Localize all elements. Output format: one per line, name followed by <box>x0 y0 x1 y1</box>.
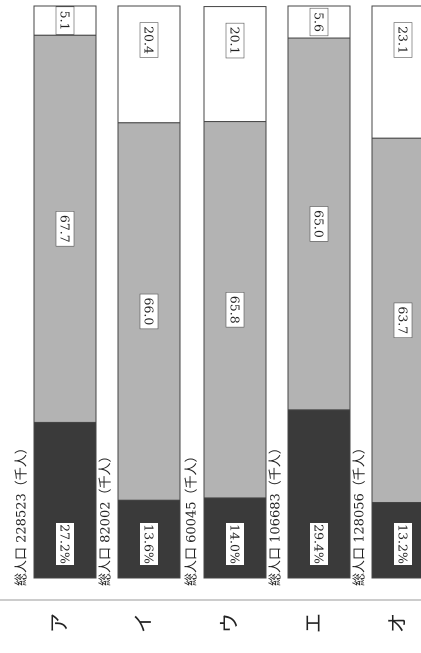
value-label: 23.1 <box>396 26 411 54</box>
country-bar-group: 29.4% 65.0 5.6 総人口 106683（千人） エ <box>269 6 351 633</box>
total-population-caption: 総人口 82002（千人） <box>99 450 114 587</box>
country-label: ウ <box>217 613 241 633</box>
total-population-caption: 総人口 128056（千人） <box>353 441 368 586</box>
country-label: イ <box>131 613 155 633</box>
country-label: ア <box>47 613 71 633</box>
value-label: 13.2% <box>396 524 411 564</box>
country-label: オ <box>385 613 409 633</box>
country-bar-group: 27.2% 67.7 5.1 総人口 228523（千人） ア <box>15 6 97 633</box>
value-label: 27.2% <box>58 524 73 564</box>
value-label: 67.7 <box>58 215 73 243</box>
value-label: 29.4% <box>312 524 327 564</box>
value-label: 13.6% <box>142 524 157 564</box>
value-label: 20.1 <box>228 27 243 55</box>
total-population-caption: 総人口 106683（千人） <box>269 441 284 586</box>
country-bar-group: 13.2% 63.7 23.1 総人口 128056（千人） オ <box>353 6 421 633</box>
value-label: 14.0% <box>228 524 243 564</box>
country-bar-group: 14.0% 65.8 20.1 総人口 60045（千人） ウ <box>185 7 267 633</box>
value-label: 65.0 <box>312 210 327 238</box>
value-label: 20.4 <box>142 26 157 54</box>
value-label: 65.8 <box>228 296 243 324</box>
value-label: 66.0 <box>142 298 157 326</box>
country-bar-group: 13.6% 66.0 20.4 総人口 82002（千人） イ <box>99 6 181 633</box>
total-population-caption: 総人口 228523（千人） <box>15 441 30 586</box>
country-label: エ <box>301 613 325 633</box>
value-label: 5.6 <box>312 12 327 32</box>
total-population-caption: 総人口 60045（千人） <box>185 450 200 587</box>
value-label: 63.7 <box>396 306 411 334</box>
value-label: 5.1 <box>58 11 73 31</box>
